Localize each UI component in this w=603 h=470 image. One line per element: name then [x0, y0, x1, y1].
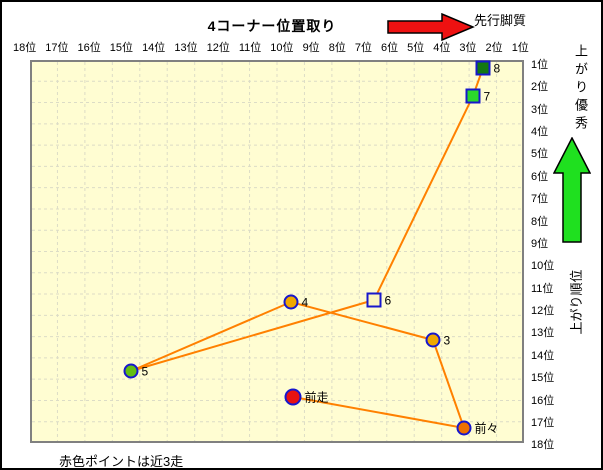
data-point-label: 5 — [142, 365, 149, 379]
x-axis-labels: 18位 17位 16位 15位 14位 13位 12位 11位 10位 9位 8位 7位 6位 5位 4位 3… — [13, 41, 529, 55]
data-point-3 — [425, 332, 441, 348]
y-tick-label: 7位 — [531, 193, 549, 206]
x-tick-label: 6位 — [380, 42, 399, 54]
x-tick-label: 4位 — [433, 42, 451, 54]
data-point-4 — [283, 294, 299, 310]
data-point-6 — [366, 292, 382, 308]
race-history-line — [130, 67, 484, 430]
footnote: 赤色ポイントは近3走 — [59, 454, 184, 469]
plot-area: 前走前々 3 4 5 6 7 8 — [30, 60, 524, 443]
x-tick-label: 2位 — [485, 42, 503, 54]
x-tick-label: 14位 — [142, 42, 166, 54]
data-point-label: 7 — [484, 90, 491, 104]
y-tick-label: 17位 — [531, 416, 555, 429]
data-point-label: 前々 — [475, 421, 499, 436]
x-tick-label: 9位 — [302, 42, 320, 54]
data-point-label: 6 — [385, 294, 392, 308]
data-point-label: 前走 — [305, 390, 329, 405]
data-point-前走 — [284, 388, 302, 406]
x-tick-label: 1位 — [511, 42, 529, 54]
y-tick-label: 5位 — [531, 148, 549, 161]
data-point-label: 8 — [494, 62, 501, 76]
x-tick-label: 13位 — [174, 42, 198, 54]
y-tick-label: 15位 — [531, 372, 555, 385]
y-tick-label: 4位 — [531, 126, 549, 139]
data-point-label: 3 — [444, 334, 451, 348]
x-tick-label: 3位 — [459, 42, 477, 54]
x-tick-label: 11位 — [238, 42, 262, 54]
y-tick-label: 3位 — [531, 103, 549, 116]
x-tick-label: 5位 — [407, 42, 425, 54]
y-tick-label: 8位 — [531, 215, 549, 228]
data-point-5 — [123, 363, 139, 379]
y-tick-label: 12位 — [531, 305, 555, 318]
x-tick-label: 15位 — [109, 42, 134, 54]
front-runner-label: 先行脚質 — [474, 13, 527, 28]
y-tick-label: 2位 — [531, 81, 549, 94]
data-point-7 — [465, 88, 481, 104]
agari-rank-axis-label: 上がり順位 — [569, 269, 584, 335]
x-tick-label: 17位 — [45, 42, 69, 54]
x-tick-label: 7位 — [354, 42, 372, 54]
data-point-label: 4 — [302, 296, 309, 310]
y-tick-label: 9位 — [531, 237, 549, 250]
y-tick-label: 11位 — [531, 282, 554, 295]
agari-excellent-label: 上がり優秀 — [573, 44, 588, 134]
chart-title: 4コーナー位置取り — [207, 18, 337, 34]
x-tick-label: 12位 — [206, 42, 230, 54]
x-tick-label: 8位 — [328, 42, 346, 54]
y-tick-label: 18位 — [531, 439, 555, 452]
x-tick-label: 18位 — [13, 42, 37, 54]
y-tick-label: 14位 — [531, 349, 555, 362]
y-tick-label: 16位 — [531, 394, 555, 407]
y-tick-label: 6位 — [531, 170, 549, 183]
y-tick-label: 13位 — [531, 327, 555, 340]
y-tick-label: 10位 — [531, 260, 555, 273]
x-tick-label: 16位 — [77, 42, 101, 54]
front-runner-arrow-icon — [387, 13, 475, 41]
y-tick-label: 1位 — [531, 59, 549, 71]
x-tick-label: 10位 — [270, 42, 294, 54]
data-point-8 — [475, 60, 491, 76]
data-point-前々 — [456, 420, 472, 436]
agari-up-arrow-icon — [553, 137, 591, 243]
